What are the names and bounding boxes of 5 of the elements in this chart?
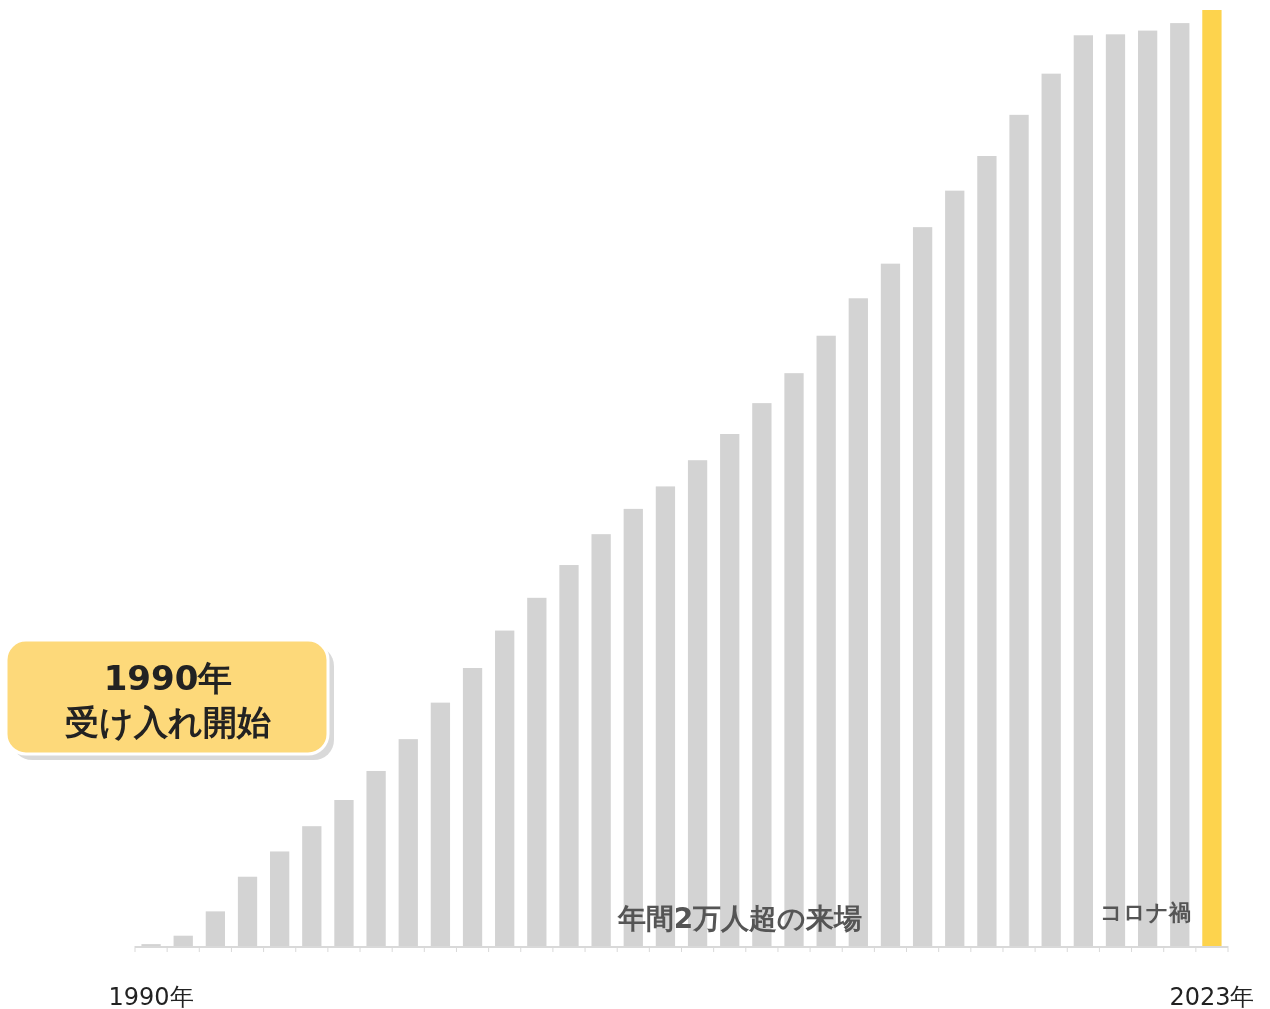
annotation: 年間2万人超の来場 [616, 902, 863, 935]
annotation: 1990年 [103, 658, 233, 698]
annotation: 受け入れ開始 [65, 702, 271, 742]
annotation: コロナ禍 [1099, 900, 1191, 925]
x-tick-label: 2023年 [1169, 983, 1255, 1009]
